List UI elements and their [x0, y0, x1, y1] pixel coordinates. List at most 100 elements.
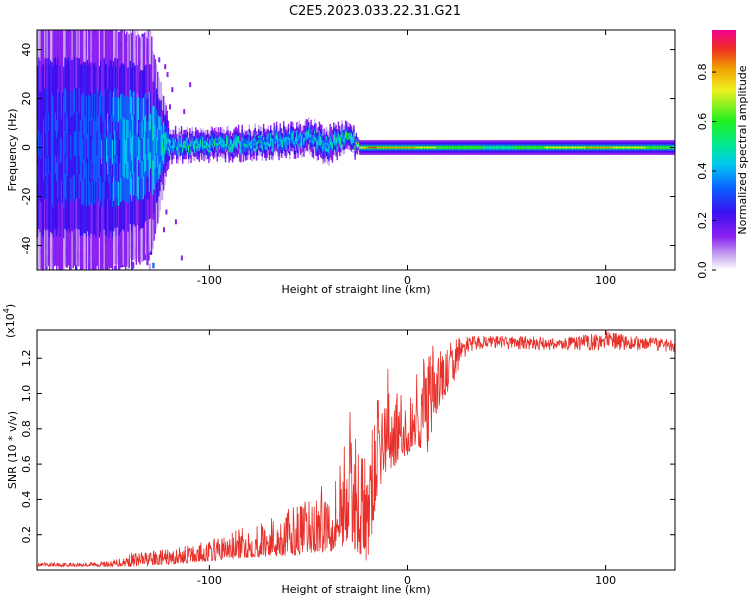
heatmap-band: [636, 146, 638, 149]
heatmap-band: [166, 137, 168, 144]
heatmap-band: [214, 141, 216, 145]
heatmap-band: [259, 139, 261, 143]
heatmap-band: [566, 146, 568, 149]
heatmap-band: [103, 131, 105, 157]
heatmap-band: [39, 134, 41, 159]
heatmap-band: [167, 142, 170, 148]
heatmap-band: [180, 139, 183, 143]
heatmap-band: [157, 139, 159, 156]
snr-panel: -100 0 100 0.2 0.4 0.6 0.8 1.0 1.2 Height of str…: [2, 304, 676, 596]
heatmap-band: [41, 138, 44, 164]
heatmap-band: [571, 146, 574, 149]
heatmap-band: [346, 133, 348, 137]
heatmap-band: [599, 146, 601, 149]
heatmap-band: [582, 146, 585, 149]
heatmap-band: [193, 144, 196, 148]
heatmap-band: [459, 146, 461, 149]
heatmap-band: [305, 133, 308, 137]
heatmap-band: [59, 138, 61, 164]
heatmap-band: [651, 146, 654, 149]
heatmap-band: [267, 138, 270, 142]
heatmap-band: [444, 146, 447, 149]
heatmap-band: [456, 146, 459, 149]
heatmap-band: [437, 146, 440, 149]
heatmap-band: [642, 146, 644, 149]
heatmap-band: [653, 146, 656, 149]
heatmap-band: [287, 136, 290, 140]
heatmap-band: [88, 137, 90, 162]
heatmap-band: [334, 136, 336, 141]
heatmap-band: [539, 146, 542, 149]
heatmap-cell: [146, 256, 149, 266]
heatmap-band: [640, 146, 643, 149]
heatmap-band: [53, 131, 56, 157]
heatmap-band: [380, 146, 382, 149]
heatmap-band: [191, 139, 193, 143]
heatmap-band: [95, 139, 97, 164]
heatmap-band: [79, 138, 82, 163]
heatmap-band: [321, 139, 323, 144]
heatmap-band: [467, 146, 469, 149]
heatmap-band: [272, 144, 274, 148]
heatmap-band: [76, 130, 78, 156]
x-tick-label: 100: [595, 274, 616, 287]
x-tick-label: 0: [404, 274, 411, 287]
heatmap-band: [536, 146, 538, 149]
heatmap-band: [522, 146, 524, 149]
heatmap-band: [236, 141, 239, 145]
heatmap-band: [618, 146, 620, 149]
y-tick-label: 20: [20, 92, 33, 106]
colorbar-tick-label: 0.8: [696, 63, 709, 81]
heatmap-band: [455, 146, 457, 149]
heatmap-band: [457, 146, 460, 149]
heatmap-cell: [132, 262, 135, 269]
heatmap-band: [338, 139, 341, 143]
heatmap-band: [173, 142, 176, 146]
heatmap-band: [142, 137, 145, 160]
heatmap-band: [91, 137, 94, 163]
heatmap-band: [567, 146, 569, 149]
heatmap-band: [250, 145, 253, 149]
heatmap-band: [495, 146, 498, 149]
heatmap-band: [135, 138, 138, 162]
colorbar: 0.0 0.2 0.4 0.6 0.8 Normalized spectral ampl…: [696, 30, 749, 279]
heatmap-band: [511, 146, 513, 149]
heatmap-band: [431, 146, 434, 149]
heatmap-band: [278, 144, 280, 147]
heatmap-band: [643, 146, 645, 149]
heatmap-band: [315, 137, 317, 142]
heatmap-band: [311, 139, 314, 143]
heatmap-band: [335, 139, 337, 143]
heatmap-band: [139, 139, 141, 163]
heatmap-band: [518, 146, 520, 149]
heatmap-cell: [75, 264, 78, 270]
heatmap-band: [658, 146, 661, 149]
heatmap-band: [581, 146, 583, 149]
heatmap-band: [570, 146, 573, 149]
heatmap-band: [66, 133, 69, 158]
heatmap-band: [114, 130, 116, 156]
heatmap-band: [624, 146, 626, 149]
heatmap-band: [164, 139, 166, 148]
heatmap-band: [363, 146, 366, 149]
heatmap-band: [266, 141, 268, 145]
heatmap-band: [56, 138, 58, 163]
heatmap-cell: [168, 104, 171, 110]
heatmap-band: [410, 146, 412, 149]
heatmap-band: [239, 145, 241, 149]
heatmap-band: [77, 131, 79, 156]
heatmap-band: [589, 146, 592, 149]
heatmap-band: [441, 146, 443, 149]
heatmap-band: [158, 140, 160, 155]
heatmap-band: [249, 143, 252, 147]
heatmap-band: [69, 135, 71, 160]
heatmap-band: [645, 146, 648, 149]
heatmap-band: [285, 141, 287, 145]
heatmap-band: [516, 146, 518, 149]
heatmap-band: [371, 146, 373, 149]
colorbar-tick-label: 0.6: [696, 113, 709, 130]
heatmap-band: [593, 146, 595, 149]
heatmap-band: [537, 146, 539, 149]
heatmap-band: [542, 146, 544, 149]
